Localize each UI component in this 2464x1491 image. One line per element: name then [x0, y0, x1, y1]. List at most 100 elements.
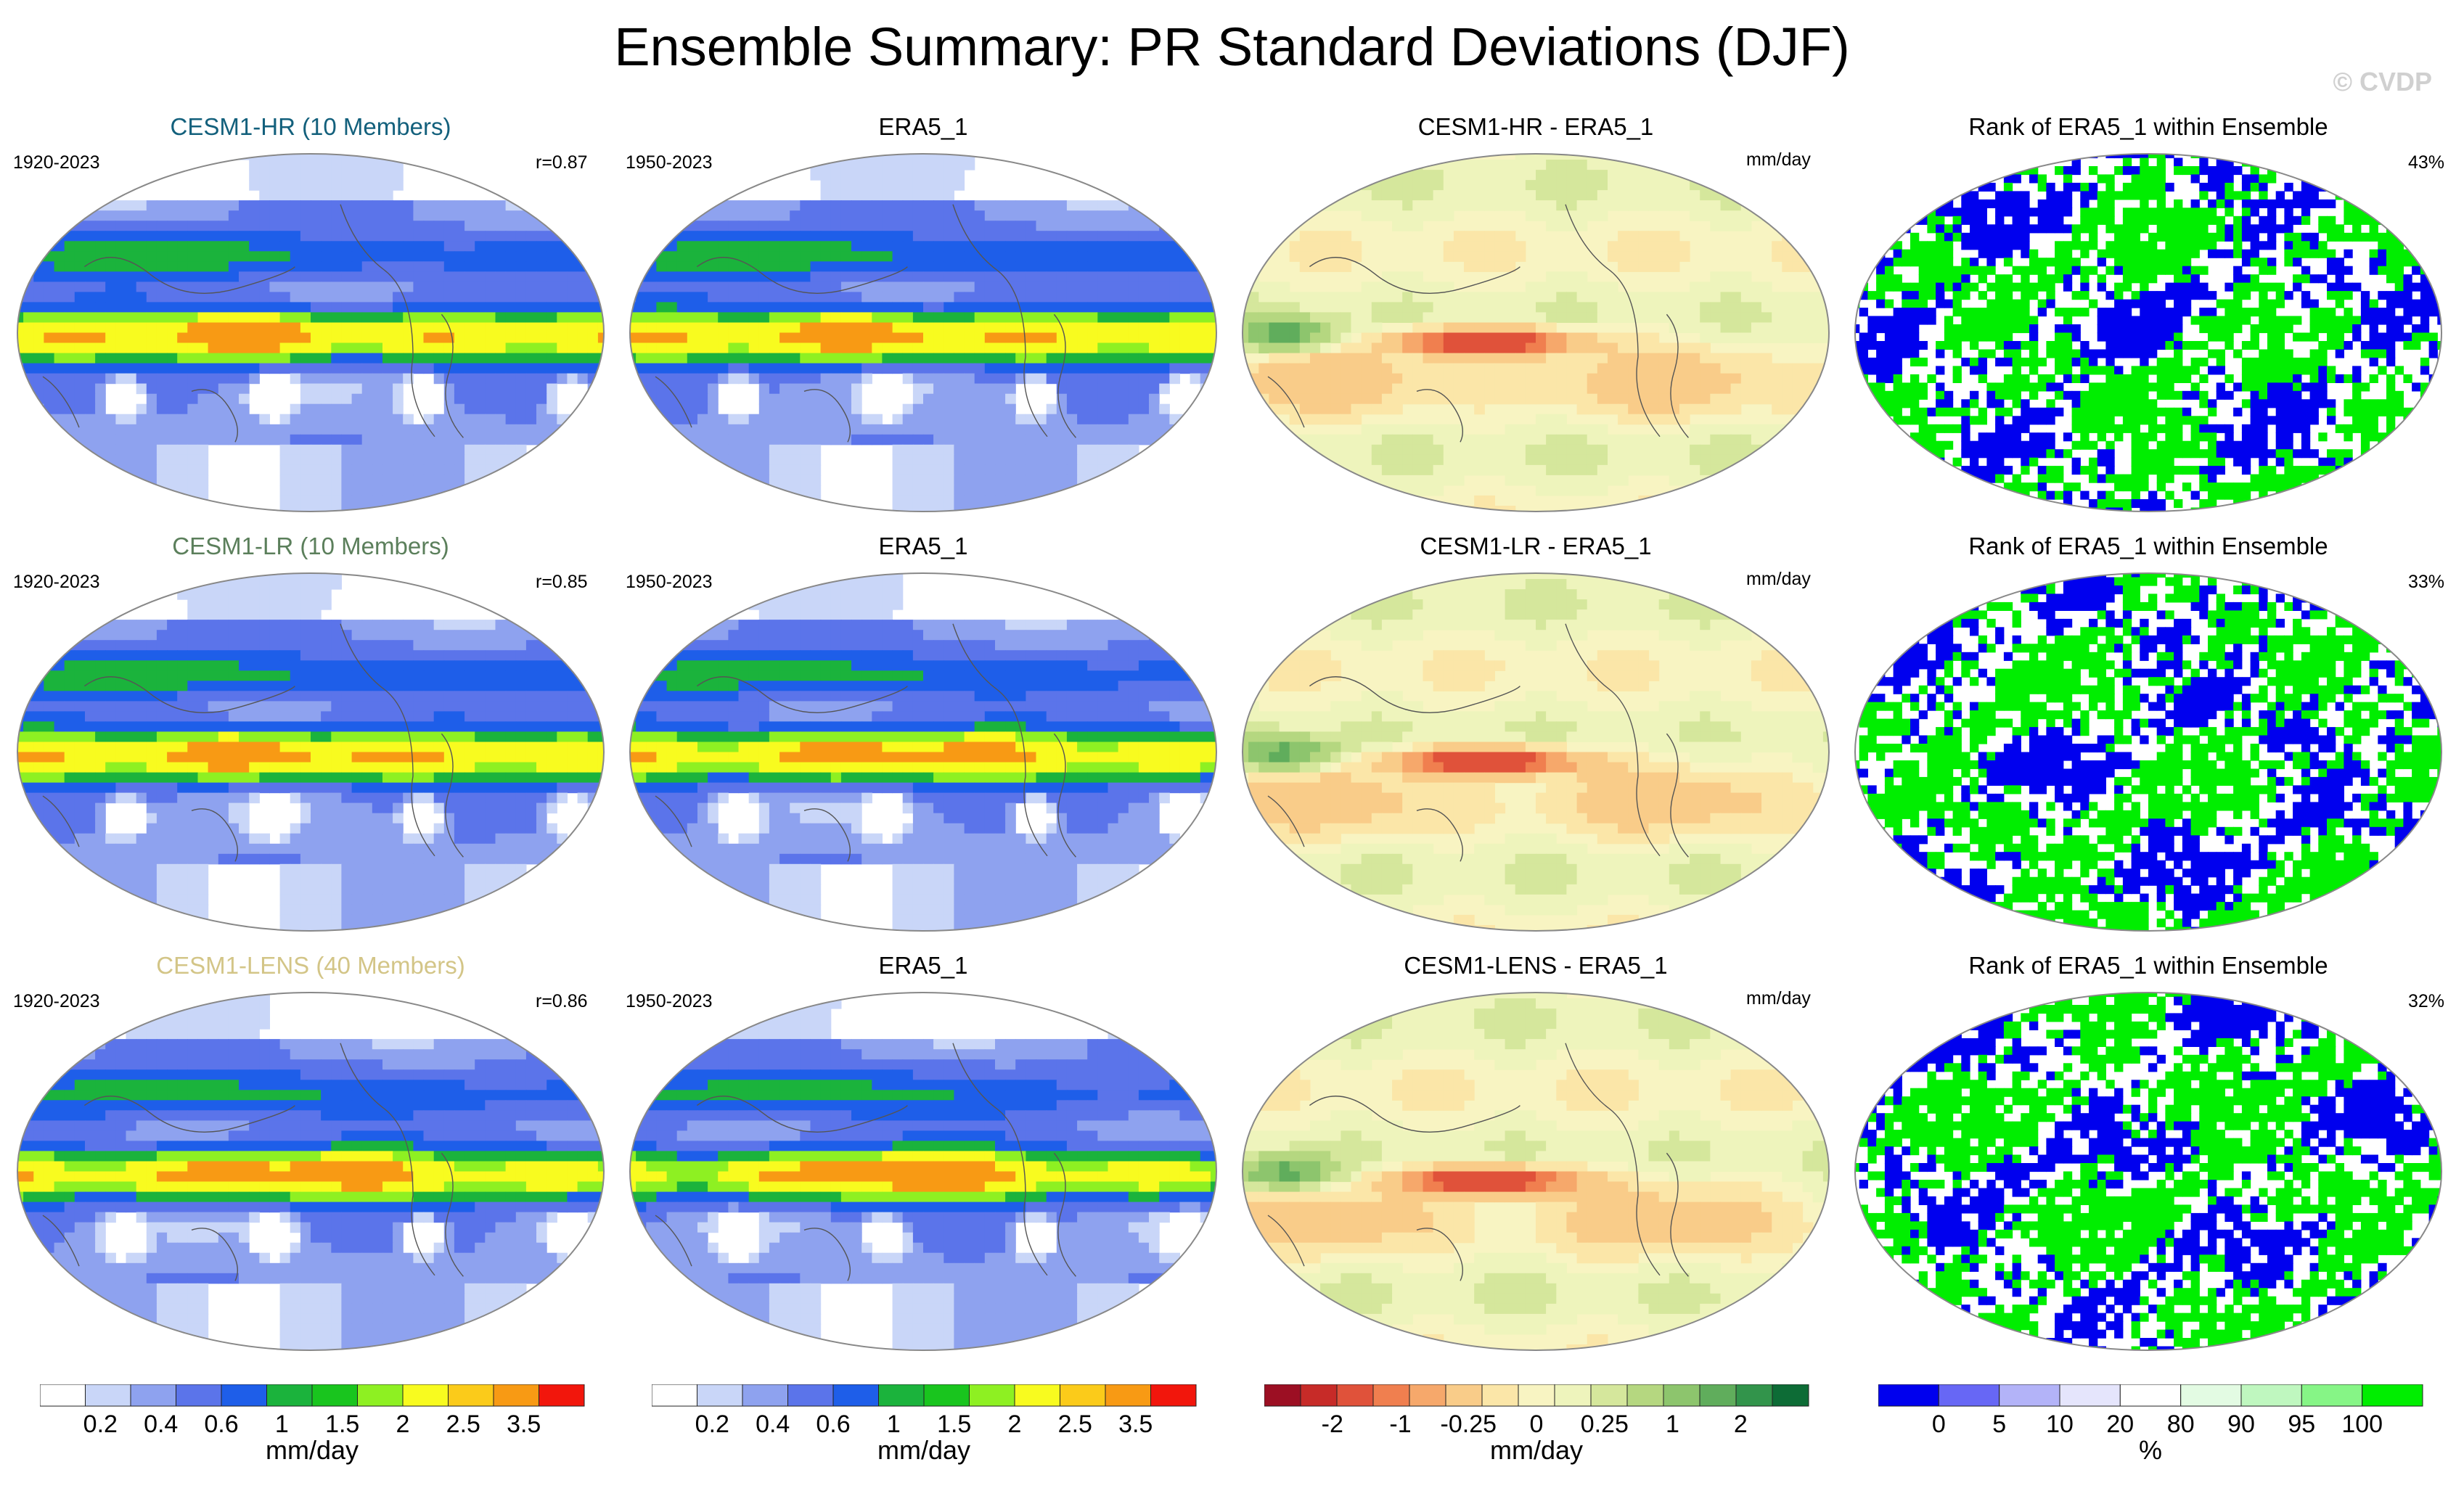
colorbar-tick-label: 0.2 — [83, 1410, 118, 1438]
colorbar-tick-label: 0.6 — [816, 1410, 850, 1438]
colorbar-swatch — [2059, 1384, 2121, 1407]
figure-title: Ensemble Summary: PR Standard Deviations… — [0, 16, 2464, 78]
rank-colorbar: 0 5 10 20 80 90 95 100 — [1878, 1384, 2423, 1438]
model-years: 1920-2023 — [13, 572, 100, 593]
colorbar-tick-label: 2 — [396, 1410, 410, 1438]
pattern-correlation: r=0.86 — [536, 991, 588, 1012]
colorbar-tick-label: 0.25 — [1581, 1410, 1629, 1438]
diff-units: mm/day — [1746, 569, 1811, 590]
colorbar-swatch — [221, 1384, 267, 1407]
colorbar-tick-label: 0.2 — [695, 1410, 729, 1438]
colorbar-tick-label: 1.5 — [937, 1410, 971, 1438]
watermark: © CVDP — [2333, 67, 2432, 97]
difference-map — [1242, 992, 1830, 1351]
colorbar-swatch — [1445, 1384, 1483, 1407]
colorbar-swatch — [1014, 1384, 1060, 1407]
colorbar-swatch — [652, 1384, 697, 1407]
obs-pr-colorbar-label: mm/day — [786, 1435, 1062, 1466]
diff-units: mm/day — [1746, 988, 1811, 1009]
obs-panel-title: ERA5_1 — [626, 533, 1221, 560]
obs-years: 1950-2023 — [626, 991, 713, 1012]
colorbar-swatch — [311, 1384, 358, 1407]
colorbar-swatch — [2180, 1384, 2242, 1407]
colorbar-tick-label: 1.5 — [325, 1410, 359, 1438]
colorbar-tick-label: 2.5 — [446, 1410, 480, 1438]
colorbar-swatch — [742, 1384, 788, 1407]
model-panel-title: CESM1-LENS (40 Members) — [13, 952, 608, 979]
rank-percent: 33% — [2408, 572, 2444, 593]
rank-percent: 32% — [2408, 991, 2444, 1012]
colorbar-swatch — [493, 1384, 539, 1407]
difference-colorbar: -2 -1 -0.25 0 0.25 1 2 — [1264, 1384, 1809, 1438]
rank-panel-title: Rank of ERA5_1 within Ensemble — [1851, 952, 2446, 979]
colorbar-tick-label: 80 — [2167, 1410, 2195, 1438]
rank-panel-title: Rank of ERA5_1 within Ensemble — [1851, 113, 2446, 141]
diff-units: mm/day — [1746, 149, 1811, 171]
colorbar-tick-label: 1 — [1666, 1410, 1679, 1438]
colorbar-swatch — [1060, 1384, 1106, 1407]
model-pr-colorbar: 0.2 0.4 0.6 1 1.5 2 2.5 3.5 — [40, 1384, 585, 1438]
difference-map — [1242, 153, 1830, 512]
pattern-correlation: r=0.85 — [536, 572, 588, 593]
colorbar-swatch — [878, 1384, 925, 1407]
colorbar-tick-label: 90 — [2227, 1410, 2255, 1438]
model-pr-map — [17, 153, 605, 512]
colorbar-tick-label: 0.4 — [756, 1410, 790, 1438]
model-panel-title: CESM1-HR (10 Members) — [13, 113, 608, 141]
obs-pr-map — [629, 572, 1217, 932]
colorbar-tick-label: 2.5 — [1058, 1410, 1092, 1438]
colorbar-swatch — [1735, 1384, 1773, 1407]
model-years: 1920-2023 — [13, 991, 100, 1012]
colorbar-swatch — [40, 1384, 86, 1407]
colorbar-tick-label: 3.5 — [507, 1410, 541, 1438]
colorbar-swatch — [1336, 1384, 1374, 1407]
obs-pr-map — [629, 153, 1217, 512]
colorbar-swatch — [266, 1384, 313, 1407]
colorbar-tick-label: 100 — [2341, 1410, 2383, 1438]
colorbar-swatch — [1554, 1384, 1592, 1407]
colorbar-swatch — [1878, 1384, 1939, 1407]
colorbar-swatch — [402, 1384, 449, 1407]
colorbar-swatch — [832, 1384, 879, 1407]
colorbar-swatch — [1300, 1384, 1338, 1407]
colorbar-swatch — [1772, 1384, 1809, 1407]
colorbar-swatch — [2301, 1384, 2363, 1407]
obs-years: 1950-2023 — [626, 572, 713, 593]
colorbar-tick-label: -0.25 — [1441, 1410, 1497, 1438]
colorbar-swatch — [1999, 1384, 2060, 1407]
obs-pr-colorbar: 0.2 0.4 0.6 1 1.5 2 2.5 3.5 — [652, 1384, 1197, 1438]
rank-map — [1854, 572, 2442, 932]
colorbar-tick-label: 3.5 — [1118, 1410, 1153, 1438]
colorbar-swatch — [176, 1384, 222, 1407]
pattern-correlation: r=0.87 — [536, 152, 588, 173]
colorbar-tick-label: 95 — [2288, 1410, 2315, 1438]
colorbar-tick-label: 2 — [1734, 1410, 1748, 1438]
colorbar-tick-label: 2 — [1008, 1410, 1022, 1438]
difference-colorbar-label: mm/day — [1399, 1435, 1674, 1466]
colorbar-swatch — [1481, 1384, 1519, 1407]
colorbar-tick-label: 1 — [887, 1410, 901, 1438]
colorbar-tick-label: 0 — [1932, 1410, 1946, 1438]
colorbar-tick-label: -1 — [1389, 1410, 1411, 1438]
rank-colorbar-label: % — [2013, 1435, 2288, 1466]
colorbar-swatch — [1590, 1384, 1628, 1407]
colorbar-tick-label: -2 — [1322, 1410, 1343, 1438]
diff-panel-title: CESM1-HR - ERA5_1 — [1238, 113, 1833, 141]
rank-map — [1854, 153, 2442, 512]
model-pr-map — [17, 572, 605, 932]
colorbar-swatch — [1105, 1384, 1151, 1407]
colorbar-swatch — [2240, 1384, 2302, 1407]
colorbar-swatch — [357, 1384, 404, 1407]
obs-pr-map — [629, 992, 1217, 1351]
colorbar-tick-label: 10 — [2046, 1410, 2074, 1438]
colorbar-swatch — [697, 1384, 743, 1407]
colorbar-swatch — [969, 1384, 1015, 1407]
obs-panel-title: ERA5_1 — [626, 952, 1221, 979]
model-panel-title: CESM1-LR (10 Members) — [13, 533, 608, 560]
colorbar-tick-label: 0.4 — [144, 1410, 178, 1438]
obs-years: 1950-2023 — [626, 152, 713, 173]
difference-map — [1242, 572, 1830, 932]
model-pr-colorbar-label: mm/day — [174, 1435, 450, 1466]
colorbar-tick-label: 20 — [2106, 1410, 2134, 1438]
colorbar-swatch — [1663, 1384, 1700, 1407]
